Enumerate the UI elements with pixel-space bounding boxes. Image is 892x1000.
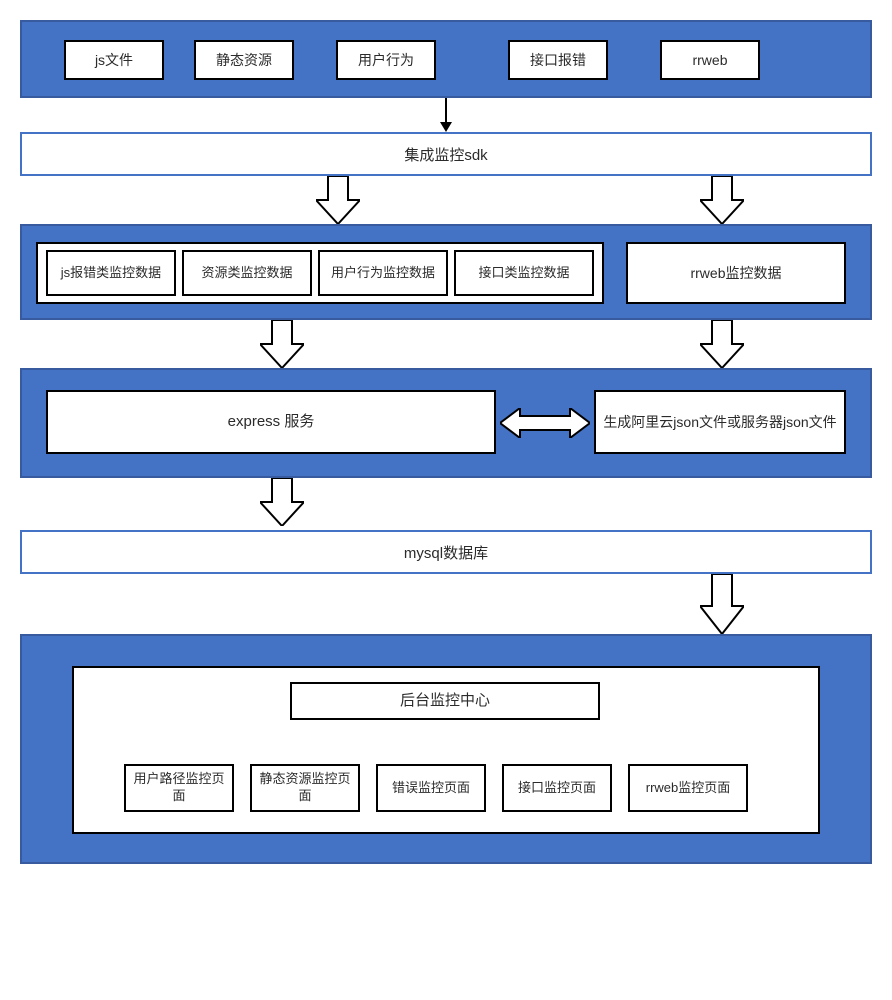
row5-mysql: mysql数据库 — [20, 530, 872, 574]
row3-box-behavior: 用户行为监控数据 — [318, 250, 448, 296]
row1-box-js-file: js文件 — [64, 40, 164, 80]
row6-box-api: 接口监控页面 — [502, 764, 612, 812]
row3-box-rrweb-data: rrweb监控数据 — [626, 242, 846, 304]
row6-title: 后台监控中心 — [290, 682, 600, 720]
architecture-diagram: js文件 静态资源 用户行为 接口报错 rrweb 集成监控sdk js报错类监… — [20, 20, 872, 980]
arrow-row5-row6 — [700, 574, 744, 634]
arrow-row4-row5 — [260, 478, 304, 526]
row1-box-rrweb: rrweb — [660, 40, 760, 80]
row1-box-api-error: 接口报错 — [508, 40, 608, 80]
row2-sdk: 集成监控sdk — [20, 132, 872, 176]
row3-box-resource: 资源类监控数据 — [182, 250, 312, 296]
arrow-row3-row4-right — [700, 320, 744, 368]
arrow-row4-bidirectional — [500, 408, 590, 438]
row6-box-path: 用户路径监控页面 — [124, 764, 234, 812]
row6-box-static: 静态资源监控页面 — [250, 764, 360, 812]
row3-box-api: 接口类监控数据 — [454, 250, 594, 296]
arrow-row1-row2 — [445, 98, 447, 124]
row1-box-user-behavior: 用户行为 — [336, 40, 436, 80]
row3-box-js-error: js报错类监控数据 — [46, 250, 176, 296]
arrow-row1-row2-head — [440, 122, 452, 132]
row1-box-static-resource: 静态资源 — [194, 40, 294, 80]
arrow-row2-row3-right — [700, 176, 744, 224]
arrow-row2-row3-left — [316, 176, 360, 224]
row4-json: 生成阿里云json文件或服务器json文件 — [594, 390, 846, 454]
row4-express: express 服务 — [46, 390, 496, 454]
row6-box-error: 错误监控页面 — [376, 764, 486, 812]
arrow-row3-row4-left — [260, 320, 304, 368]
row6-box-rrweb: rrweb监控页面 — [628, 764, 748, 812]
